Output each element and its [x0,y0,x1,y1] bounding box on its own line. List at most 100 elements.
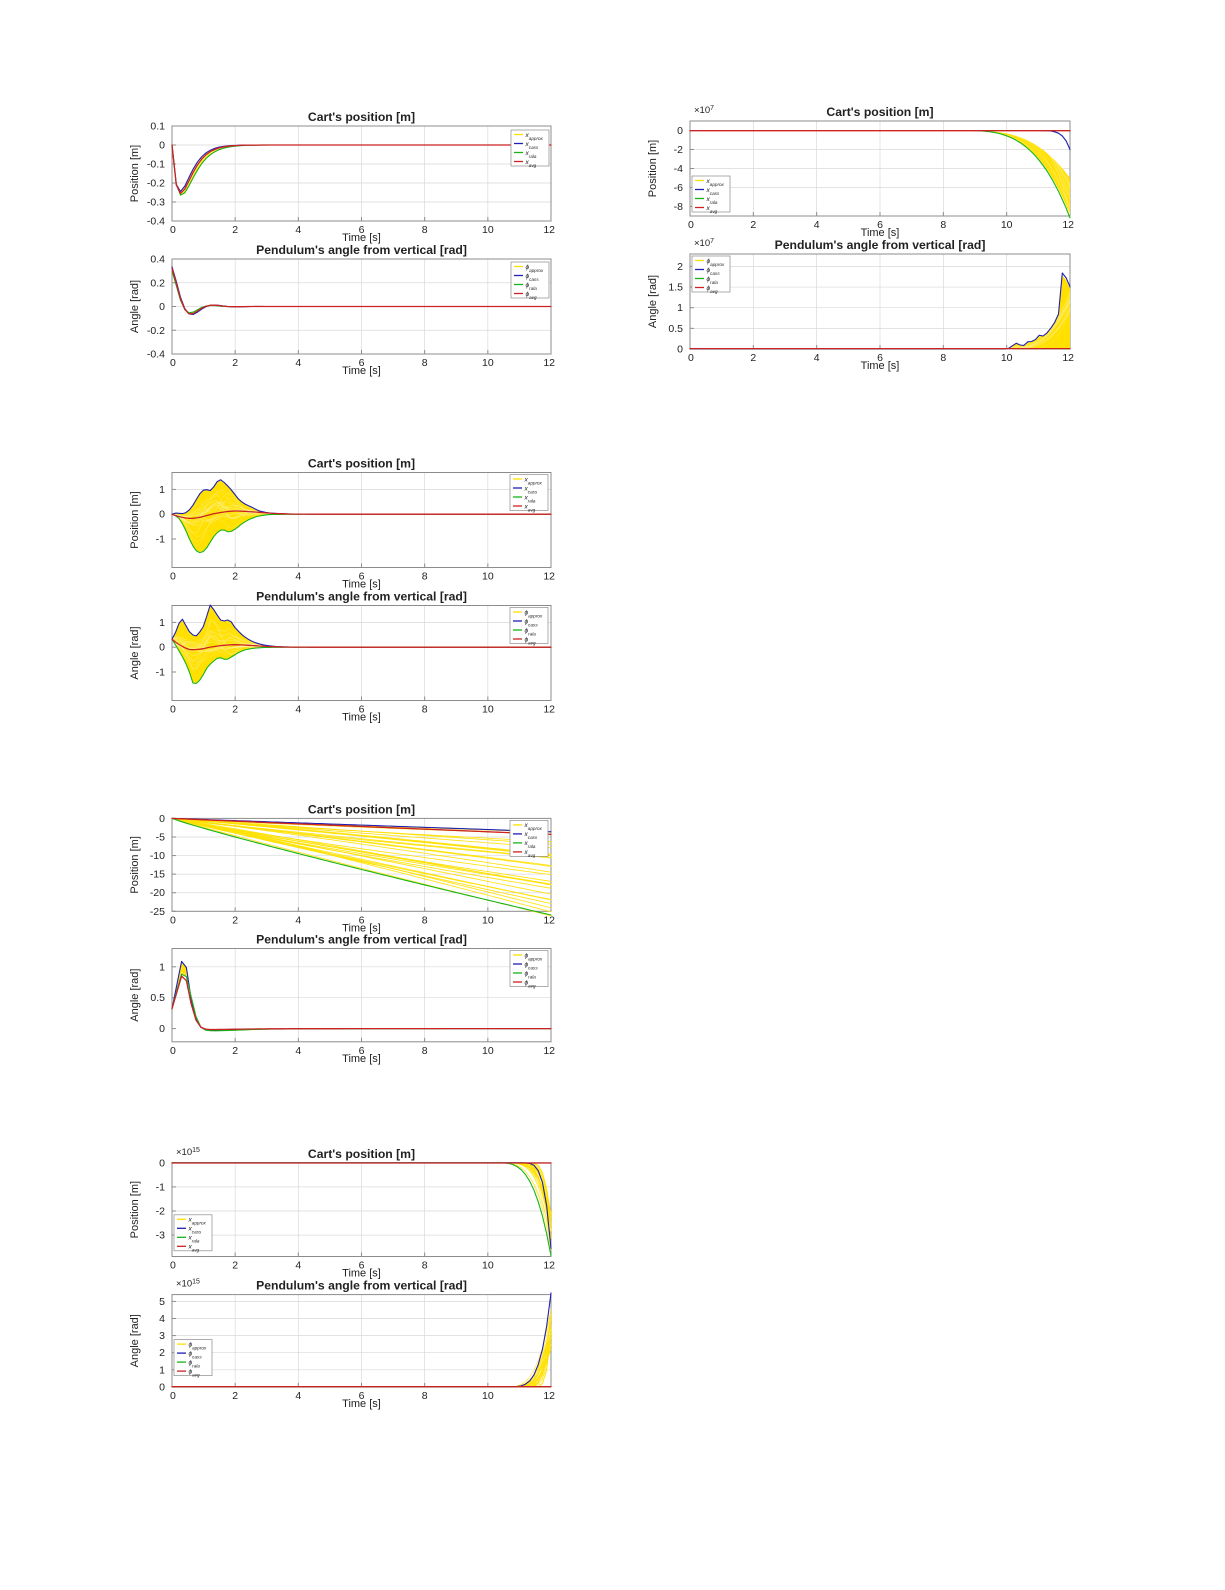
svg-text:10: 10 [1001,219,1013,231]
svg-text:1: 1 [159,484,165,496]
svg-text:0: 0 [159,1157,165,1169]
svg-text:2: 2 [232,914,238,926]
svg-text:0: 0 [159,1023,165,1035]
svg-text:0.5: 0.5 [150,992,165,1004]
svg-text:0.1: 0.1 [150,121,165,133]
svg-text:2: 2 [232,1045,238,1057]
svg-text:4: 4 [295,914,301,926]
svg-text:0: 0 [170,1045,176,1057]
svg-text:0: 0 [677,125,683,137]
svg-text:1: 1 [677,302,683,314]
svg-text:-6: -6 [674,182,683,194]
svg-text:10: 10 [482,571,494,583]
svg-text:8: 8 [940,219,946,231]
svg-text:0: 0 [688,352,694,364]
svg-text:0: 0 [170,571,176,583]
svg-text:12: 12 [543,357,555,369]
svg-text:0.5: 0.5 [668,323,683,335]
svg-text:8: 8 [422,1045,428,1057]
svg-text:12: 12 [543,1390,555,1402]
svg-text:4: 4 [295,224,301,236]
svg-text:10: 10 [482,357,494,369]
svg-text:Position [m]: Position [m] [129,491,141,548]
svg-text:8: 8 [422,1260,428,1272]
svg-text:-0.4: -0.4 [147,216,165,228]
svg-text:12: 12 [543,571,555,583]
svg-text:1: 1 [159,961,165,973]
svg-text:5: 5 [159,1296,165,1308]
svg-text:1: 1 [159,617,165,629]
svg-text:8: 8 [940,352,946,364]
svg-text:-15: -15 [150,869,165,881]
svg-text:0: 0 [170,914,176,926]
svg-text:Angle [rad]: Angle [rad] [129,626,141,679]
svg-text:8: 8 [422,357,428,369]
svg-text:2: 2 [750,352,756,364]
svg-text:Angle [rad]: Angle [rad] [647,275,659,328]
svg-text:8: 8 [422,704,428,716]
svg-text:4: 4 [159,1313,165,1325]
svg-text:Cart's position [m]: Cart's position [m] [308,457,415,471]
svg-text:10: 10 [1001,352,1013,364]
svg-text:3: 3 [159,1330,165,1342]
svg-text:0: 0 [170,1260,176,1272]
svg-text:Cart's position [m]: Cart's position [m] [308,802,415,816]
svg-text:-0.2: -0.2 [147,325,165,337]
svg-text:Pendulum's angle from vertical: Pendulum's angle from vertical [rad] [256,1279,467,1293]
svg-text:0.2: 0.2 [150,277,165,289]
svg-text:Pendulum's angle from vertical: Pendulum's angle from vertical [rad] [256,243,467,257]
svg-text:Time [s]: Time [s] [342,1053,381,1065]
svg-text:0: 0 [159,301,165,313]
svg-text:2: 2 [232,1390,238,1402]
svg-text:Pendulum's angle from vertical: Pendulum's angle from vertical [rad] [775,238,986,252]
svg-text:Pendulum's angle from vertical: Pendulum's angle from vertical [rad] [256,933,467,947]
svg-text:-0.4: -0.4 [147,349,165,361]
svg-text:Angle [rad]: Angle [rad] [129,969,141,1022]
svg-text:Position [m]: Position [m] [647,140,659,197]
svg-text:8: 8 [422,224,428,236]
svg-text:0: 0 [159,642,165,654]
svg-text:-1: -1 [156,534,165,546]
svg-text:2: 2 [677,261,683,273]
svg-text:10: 10 [482,1260,494,1272]
svg-text:Angle [rad]: Angle [rad] [129,280,141,333]
svg-text:Cart's position [m]: Cart's position [m] [308,110,415,124]
svg-text:2: 2 [750,219,756,231]
svg-text:0: 0 [677,344,683,356]
svg-text:2: 2 [232,704,238,716]
svg-text:-0.2: -0.2 [147,178,165,190]
svg-text:Time [s]: Time [s] [342,712,381,724]
svg-text:-0.3: -0.3 [147,197,165,209]
svg-text:2: 2 [232,357,238,369]
svg-text:10: 10 [482,914,494,926]
svg-text:10: 10 [482,1390,494,1402]
svg-text:-2: -2 [674,144,683,156]
svg-text:2: 2 [159,1347,165,1359]
svg-text:2: 2 [232,571,238,583]
svg-text:4: 4 [295,1390,301,1402]
svg-text:Time [s]: Time [s] [342,1398,381,1410]
svg-text:8: 8 [422,914,428,926]
svg-text:0: 0 [170,224,176,236]
svg-text:10: 10 [482,704,494,716]
svg-text:0: 0 [159,1381,165,1393]
svg-text:0: 0 [170,1390,176,1402]
svg-text:-25: -25 [150,906,165,918]
svg-text:-0.1: -0.1 [147,159,165,171]
svg-text:-10: -10 [150,850,165,862]
svg-text:4: 4 [295,1260,301,1272]
svg-text:12: 12 [543,1260,555,1272]
svg-text:1: 1 [159,1364,165,1376]
svg-text:-1: -1 [156,667,165,679]
svg-text:12: 12 [543,224,555,236]
svg-text:12: 12 [543,914,555,926]
svg-text:12: 12 [543,1045,555,1057]
svg-text:Time [s]: Time [s] [342,365,381,377]
svg-text:0: 0 [170,357,176,369]
svg-text:10: 10 [482,1045,494,1057]
svg-text:Pendulum's angle from vertical: Pendulum's angle from vertical [rad] [256,590,467,604]
svg-text:Cart's position [m]: Cart's position [m] [826,105,933,119]
svg-text:10: 10 [482,224,494,236]
svg-text:4: 4 [295,571,301,583]
svg-text:0.4: 0.4 [150,254,165,266]
